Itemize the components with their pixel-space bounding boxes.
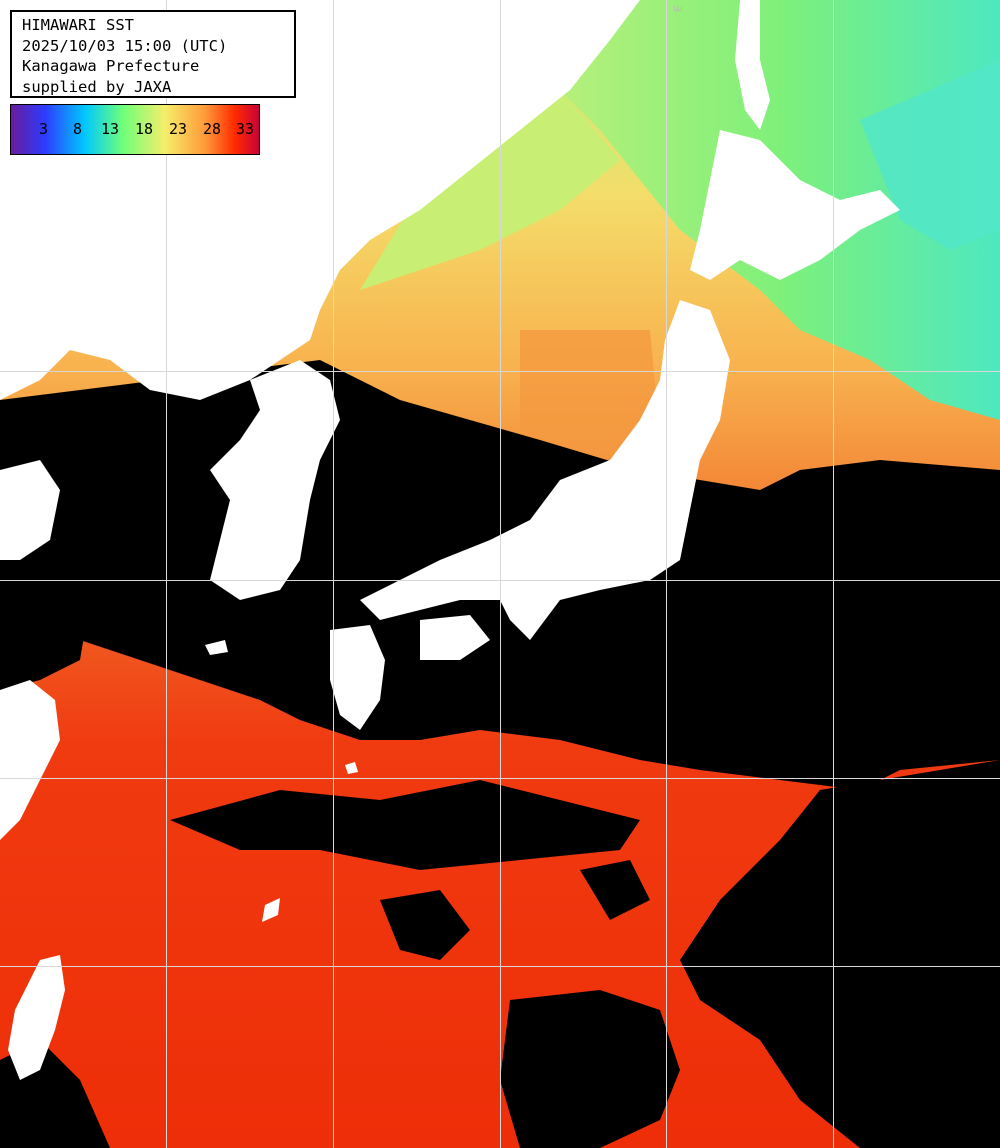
scale-label: 3 [39,120,49,138]
land [0,0,900,1080]
title-line-2: 2025/10/03 15:00 (UTC) [22,36,228,55]
land-korea [210,360,340,600]
scale-label: 28 [203,120,222,138]
scale-label: 33 [236,120,255,138]
land-china-coast [0,460,60,560]
land-kyushu [330,625,385,730]
cyan-sea-patch [860,60,1000,250]
scale-label: 18 [135,120,154,138]
color-scale-labels: 3 8 13 18 23 28 33 [11,105,259,154]
title-line-4: supplied by JAXA [22,77,172,96]
scale-label: 8 [73,120,83,138]
land-asia-mainland [0,0,640,400]
land-hokkaido [690,130,900,280]
land-honshu [360,300,730,640]
title-box: HIMAWARI SST 2025/10/03 15:00 (UTC) Kanaga… [10,10,296,98]
color-scale: 3 8 13 18 23 28 33 [10,104,260,155]
land-sakhalin [735,0,770,130]
land-shikoku [420,615,490,660]
scale-label: 23 [169,120,188,138]
title-line-3: Kanagawa Prefecture [22,57,200,75]
title-line-1: HIMAWARI SST [22,16,134,34]
warm-sea-japan [520,330,660,460]
land-taiwan [8,955,65,1080]
grid-edge-label: E [672,5,685,12]
scale-label: 13 [101,120,120,138]
cool-sea-region-west [360,90,620,290]
color-scale-bar [10,104,260,155]
